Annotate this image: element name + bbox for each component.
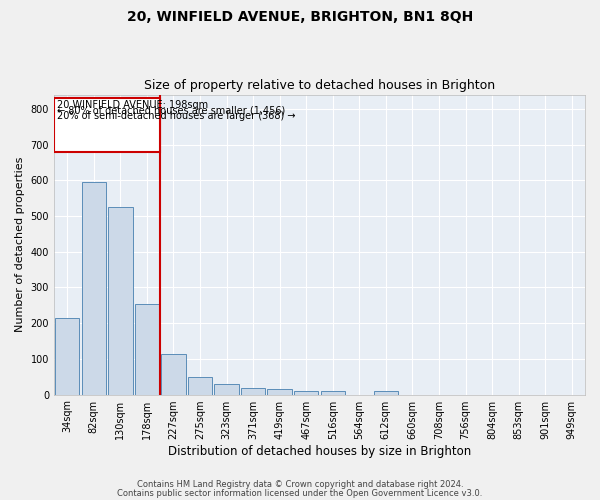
- Text: 20, WINFIELD AVENUE, BRIGHTON, BN1 8QH: 20, WINFIELD AVENUE, BRIGHTON, BN1 8QH: [127, 10, 473, 24]
- Text: 20% of semi-detached houses are larger (368) →: 20% of semi-detached houses are larger (…: [57, 111, 296, 121]
- Text: 20 WINFIELD AVENUE: 198sqm: 20 WINFIELD AVENUE: 198sqm: [57, 100, 208, 110]
- X-axis label: Distribution of detached houses by size in Brighton: Distribution of detached houses by size …: [168, 444, 471, 458]
- Bar: [320, 391, 345, 394]
- Title: Size of property relative to detached houses in Brighton: Size of property relative to detached ho…: [144, 79, 495, 92]
- Bar: [214, 384, 239, 394]
- Bar: [134, 304, 159, 394]
- Bar: [241, 388, 265, 394]
- Bar: [188, 376, 212, 394]
- Bar: [55, 318, 79, 394]
- Text: ← 80% of detached houses are smaller (1,456): ← 80% of detached houses are smaller (1,…: [57, 106, 286, 116]
- Bar: [54, 98, 160, 152]
- Text: Contains public sector information licensed under the Open Government Licence v3: Contains public sector information licen…: [118, 488, 482, 498]
- Y-axis label: Number of detached properties: Number of detached properties: [15, 157, 25, 332]
- Text: Contains HM Land Registry data © Crown copyright and database right 2024.: Contains HM Land Registry data © Crown c…: [137, 480, 463, 489]
- Bar: [268, 389, 292, 394]
- Bar: [161, 354, 185, 395]
- Bar: [294, 391, 319, 394]
- Bar: [374, 391, 398, 394]
- Bar: [108, 207, 133, 394]
- Bar: [82, 182, 106, 394]
